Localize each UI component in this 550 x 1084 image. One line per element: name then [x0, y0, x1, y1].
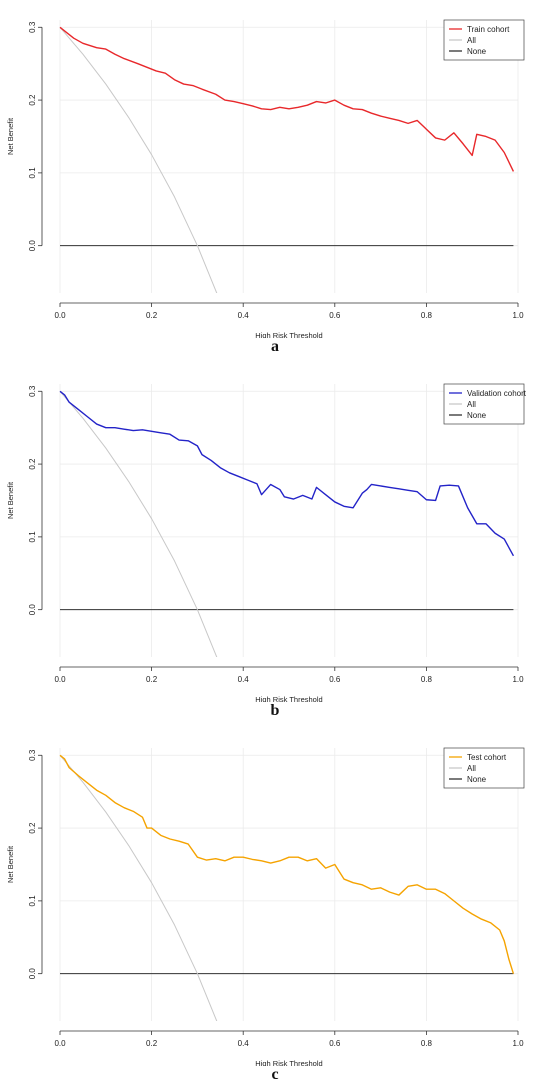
y-tick-label: 0.1 [28, 895, 37, 907]
y-tick-label: 0.3 [28, 21, 37, 33]
x-tick-label: 0.4 [238, 675, 250, 684]
y-tick-label: 0.1 [28, 167, 37, 179]
y-tick-label: 0.2 [28, 94, 37, 106]
y-tick-label: 0.0 [28, 604, 37, 616]
x-tick-label: 1.0 [512, 675, 524, 684]
panel-label-b: b [270, 702, 280, 719]
chart-c: 0.0 0.2 0.4 0.6 0.8 1.0 0.0 0.1 0.2 0.3 High Risk … [6, 747, 525, 1066]
y-tick-label: 0.2 [28, 822, 37, 834]
axes: 0.0 0.2 0.4 0.6 0.8 1.0 0.0 0.1 0.2 0.3 High Risk … [6, 749, 524, 1066]
grid [59, 384, 519, 657]
legend: Validation cohort All None [443, 383, 527, 425]
panel-label-c: c [271, 1066, 279, 1083]
chart-a: 0.0 0.2 0.4 0.6 0.8 1.0 0.0 0.1 0.2 0.3 High Risk … [6, 19, 525, 338]
legend: Test cohort All None [443, 747, 525, 789]
legend-label: All [467, 36, 476, 45]
x-tick-label: 0.6 [329, 1039, 341, 1048]
axes: 0.0 0.2 0.4 0.6 0.8 1.0 0.0 0.1 0.2 0.3 High Risk … [6, 21, 524, 338]
x-tick-label: 0.0 [54, 675, 66, 684]
legend: Train cohort All None [443, 19, 525, 61]
chart-panel-b: 0.0 0.2 0.4 0.6 0.8 1.0 0.0 0.1 0.2 0.3 High Risk … [0, 372, 550, 719]
series-line-test-cohort [59, 754, 515, 974]
x-tick-label: 0.6 [329, 311, 341, 320]
series-line-train-cohort [59, 26, 515, 172]
y-tick-label: 0.0 [28, 968, 37, 980]
y-tick-label: 0.0 [28, 240, 37, 252]
series-line-all [59, 26, 218, 293]
y-tick-label: 0.3 [28, 749, 37, 761]
legend-label: None [467, 411, 487, 420]
x-tick-label: 0.2 [146, 311, 158, 320]
x-tick-label: 1.0 [512, 1039, 524, 1048]
x-tick-label: 0.6 [329, 675, 341, 684]
x-tick-label: 1.0 [512, 311, 524, 320]
x-tick-label: 0.8 [421, 675, 433, 684]
chart-panel-a: 0.0 0.2 0.4 0.6 0.8 1.0 0.0 0.1 0.2 0.3 High Risk … [0, 8, 550, 355]
x-tick-label: 0.0 [54, 311, 66, 320]
panel-label-a: a [271, 338, 279, 355]
y-axis-title: Net Benefit [6, 845, 15, 883]
series-group [59, 754, 515, 1021]
series-group [59, 390, 515, 657]
y-axis-title: Net Benefit [6, 481, 15, 519]
series-line-all [59, 754, 218, 1021]
chart-panel-c: 0.0 0.2 0.4 0.6 0.8 1.0 0.0 0.1 0.2 0.3 High Risk … [0, 736, 550, 1083]
x-axis-title: High Risk Threshold [255, 331, 322, 338]
chart-b: 0.0 0.2 0.4 0.6 0.8 1.0 0.0 0.1 0.2 0.3 High Risk … [6, 383, 527, 702]
x-tick-label: 0.4 [238, 1039, 250, 1048]
series-line-validation-cohort [59, 390, 515, 557]
grid [59, 748, 519, 1021]
y-axis-title: Net Benefit [6, 117, 15, 155]
axes: 0.0 0.2 0.4 0.6 0.8 1.0 0.0 0.1 0.2 0.3 High Risk … [6, 385, 524, 702]
legend-label: Validation cohort [467, 389, 527, 398]
x-tick-label: 0.8 [421, 1039, 433, 1048]
legend-label: Train cohort [467, 25, 510, 34]
legend-label: None [467, 775, 487, 784]
x-tick-label: 0.4 [238, 311, 250, 320]
y-tick-label: 0.3 [28, 385, 37, 397]
x-tick-label: 0.8 [421, 311, 433, 320]
y-tick-label: 0.2 [28, 458, 37, 470]
x-tick-label: 0.0 [54, 1039, 66, 1048]
x-axis-title: High Risk Threshold [255, 1059, 322, 1066]
x-axis-title: High Risk Threshold [255, 695, 322, 702]
y-tick-label: 0.1 [28, 531, 37, 543]
legend-label: All [467, 764, 476, 773]
legend-label: None [467, 47, 487, 56]
series-line-all [59, 390, 218, 657]
series-group [59, 26, 515, 293]
x-tick-label: 0.2 [146, 675, 158, 684]
legend-label: All [467, 400, 476, 409]
x-tick-label: 0.2 [146, 1039, 158, 1048]
legend-label: Test cohort [467, 753, 507, 762]
